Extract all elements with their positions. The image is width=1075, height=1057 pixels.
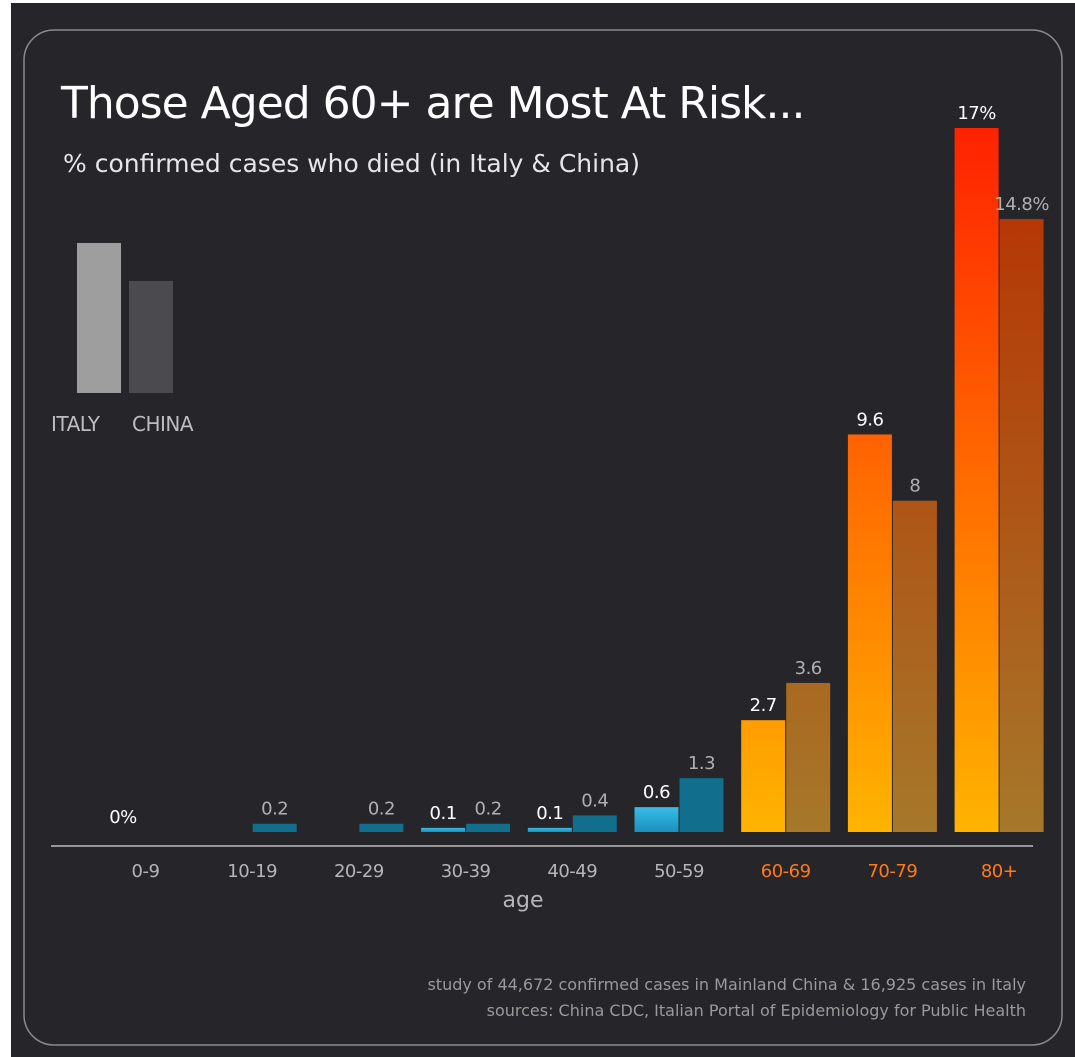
- x-axis-label: age: [503, 888, 544, 913]
- value-labels-group: 0% 0.2 0.2 0.1 0.2 0.1 0.4 0.6 1.3 2.7 3.6 9.6 8 17% 1…: [109, 103, 1050, 828]
- value-label-china-80+: 14.8%: [994, 194, 1049, 215]
- bar-china-10-19: [252, 823, 297, 832]
- value-label-china-20-29: 0.2: [368, 799, 395, 820]
- x-tick-labels: 0-9 10-19 20-29 30-39 40-49 50-59 60-69 70-79 80…: [132, 861, 1018, 882]
- bar-china-40-49: [572, 815, 617, 832]
- value-label-italy-0-9: 0%: [109, 807, 137, 828]
- value-label-china-10-19: 0.2: [261, 799, 288, 820]
- infographic-card: Those Aged 60+ are Most At Risk... % con…: [11, 3, 1075, 1057]
- x-tick-0-9: 0-9: [132, 861, 160, 882]
- bar-chart: Those Aged 60+ are Most At Risk... % con…: [23, 29, 1063, 1046]
- x-tick-10-19: 10-19: [227, 861, 277, 882]
- bar-china-50-59: [679, 778, 724, 832]
- value-label-china-60-69: 3.6: [795, 658, 822, 679]
- value-label-china-40-49: 0.4: [581, 790, 608, 811]
- footer-sources-note: sources: China CDC, Italian Portal of Ep…: [487, 1001, 1026, 1020]
- chart-title: Those Aged 60+ are Most At Risk...: [60, 78, 804, 129]
- value-label-italy-70-79: 9.6: [856, 409, 883, 430]
- bar-italy-40-49: [527, 827, 572, 832]
- bar-china-30-39: [466, 823, 511, 832]
- value-label-china-30-39: 0.2: [475, 799, 502, 820]
- value-label-china-70-79: 8: [909, 476, 920, 497]
- bar-china-20-29: [359, 823, 404, 832]
- bar-italy-30-39: [421, 827, 466, 832]
- x-tick-70-79: 70-79: [867, 861, 917, 882]
- legend-label-italy: ITALY: [51, 412, 101, 436]
- bar-china-80+: [999, 219, 1044, 832]
- value-label-italy-30-39: 0.1: [430, 803, 457, 824]
- legend-swatch-italy: [77, 243, 121, 393]
- bar-china-70-79: [892, 500, 937, 832]
- x-tick-40-49: 40-49: [547, 861, 597, 882]
- card-border: [23, 29, 1063, 1046]
- x-tick-20-29: 20-29: [334, 861, 384, 882]
- x-tick-30-39: 30-39: [441, 861, 491, 882]
- x-tick-50-59: 50-59: [654, 861, 704, 882]
- bar-italy-60-69: [741, 720, 786, 832]
- bar-italy-50-59: [634, 807, 679, 832]
- value-label-italy-40-49: 0.1: [536, 803, 563, 824]
- bar-china-60-69: [786, 682, 831, 832]
- bar-italy-70-79: [847, 434, 892, 832]
- chart-subtitle: % confirmed cases who died (in Italy & C…: [63, 149, 640, 178]
- value-label-italy-80+: 17%: [957, 103, 996, 124]
- x-tick-60-69: 60-69: [761, 861, 811, 882]
- bar-italy-80+: [954, 128, 999, 832]
- legend-label-china: CHINA: [132, 412, 194, 436]
- x-tick-80+: 80+: [981, 861, 1018, 882]
- bars-group: [252, 128, 1044, 832]
- value-label-italy-50-59: 0.6: [643, 782, 670, 803]
- value-label-italy-60-69: 2.7: [750, 695, 777, 716]
- value-label-china-50-59: 1.3: [688, 753, 715, 774]
- legend-swatch-china: [129, 281, 173, 393]
- footer-study-note: study of 44,672 confirmed cases in Mainl…: [427, 975, 1026, 994]
